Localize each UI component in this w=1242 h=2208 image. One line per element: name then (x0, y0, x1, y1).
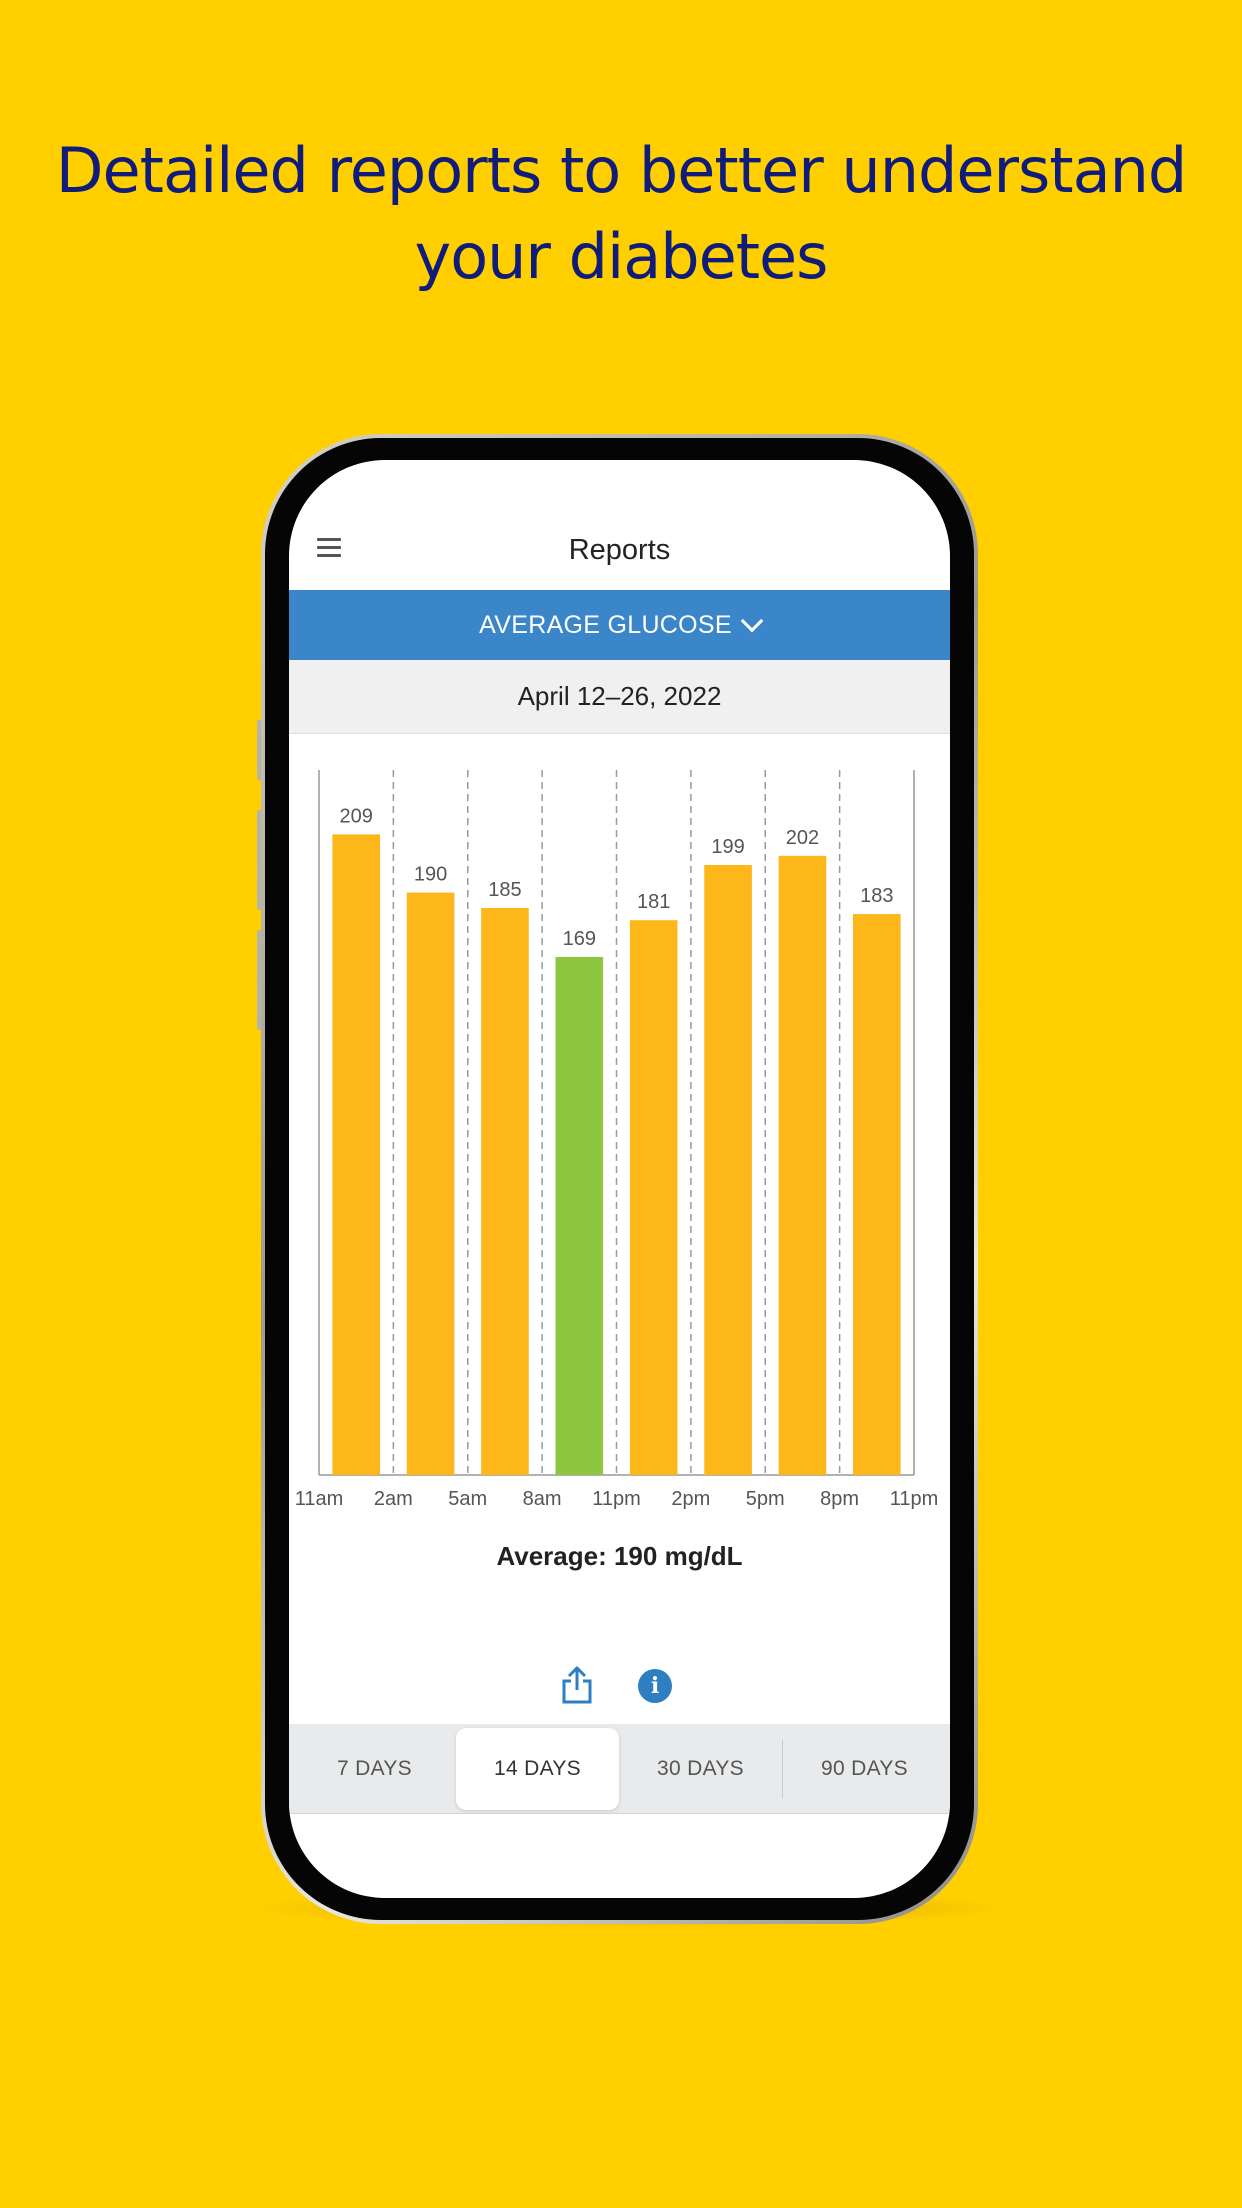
chart-value-label: 169 (563, 928, 596, 950)
chart-value-label: 199 (711, 836, 744, 858)
page-title: Reports (568, 534, 671, 566)
phone-frame: Reports AVERAGE GLUCOSE April 12–26, 202… (261, 434, 978, 1924)
chart-bar (332, 834, 380, 1475)
info-icon[interactable]: i (638, 1669, 672, 1703)
chart-bar (406, 892, 455, 1475)
chart-x-tick-label: 8am (523, 1488, 562, 1510)
average-glucose-value: Average: 190 mg/dL (496, 1541, 743, 1571)
chart-value-label: 202 (786, 827, 819, 849)
chart-x-tick-label: 5am (448, 1488, 487, 1510)
date-range: April 12–26, 2022 (289, 660, 950, 734)
phone-side-button (257, 930, 262, 1030)
chart-x-tick-label: 11am (295, 1488, 344, 1510)
chart-value-label: 185 (488, 879, 521, 901)
tab-label: 14 DAYS (494, 1756, 581, 1780)
headline-line-2: your diabetes (414, 220, 829, 293)
chart-x-tick-label: 11pm (592, 1488, 641, 1510)
tab-30-days[interactable]: 30 DAYS (619, 1728, 782, 1810)
chart-x-tick-label: 2am (374, 1488, 413, 1510)
period-tabs: 7 DAYS 14 DAYS 30 DAYS 90 DAYS (289, 1724, 950, 1814)
app-screen: Reports AVERAGE GLUCOSE April 12–26, 202… (289, 460, 950, 1898)
tab-90-days[interactable]: 90 DAYS (783, 1728, 946, 1810)
chart-x-tick-label: 11pm (890, 1488, 939, 1510)
tab-7-days[interactable]: 7 DAYS (293, 1728, 456, 1810)
share-icon[interactable] (561, 1665, 593, 1705)
tab-14-days[interactable]: 14 DAYS (456, 1727, 619, 1810)
tab-label: 7 DAYS (337, 1756, 412, 1780)
chart-value-label: 181 (637, 891, 670, 913)
chart-bar (481, 907, 529, 1475)
phone-side-button (257, 720, 262, 780)
chart-value-label: 183 (860, 885, 893, 907)
chart-bar (853, 914, 901, 1475)
tab-label: 90 DAYS (821, 1756, 908, 1780)
headline: Detailed reports to better understand yo… (0, 128, 1242, 300)
date-range-label: April 12–26, 2022 (517, 681, 722, 711)
chart-value-label: 190 (414, 864, 447, 886)
report-type-label: AVERAGE GLUCOSE (479, 610, 732, 639)
phone-side-button (257, 810, 262, 910)
report-type-dropdown[interactable]: AVERAGE GLUCOSE (289, 590, 950, 660)
chart-bar (704, 865, 752, 1475)
headline-line-1: Detailed reports to better understand (55, 134, 1187, 207)
chart-value-label: 209 (340, 805, 373, 827)
chart-x-tick-label: 2pm (671, 1488, 710, 1510)
tab-divider (782, 1739, 783, 1798)
chart-x-tick-label: 5pm (746, 1488, 785, 1510)
average-glucose-chart: 209 190 185 169 181 199 202 183 11am 2am 5am 8am 11… (295, 770, 939, 1510)
chart-bar (629, 920, 678, 1475)
chevron-down-icon (740, 609, 764, 633)
tab-label: 30 DAYS (657, 1756, 744, 1780)
chart-bar (778, 855, 827, 1475)
chart-x-tick-label: 8pm (820, 1488, 859, 1510)
chart-bar (555, 956, 604, 1475)
hamburger-menu-icon[interactable] (317, 538, 341, 558)
